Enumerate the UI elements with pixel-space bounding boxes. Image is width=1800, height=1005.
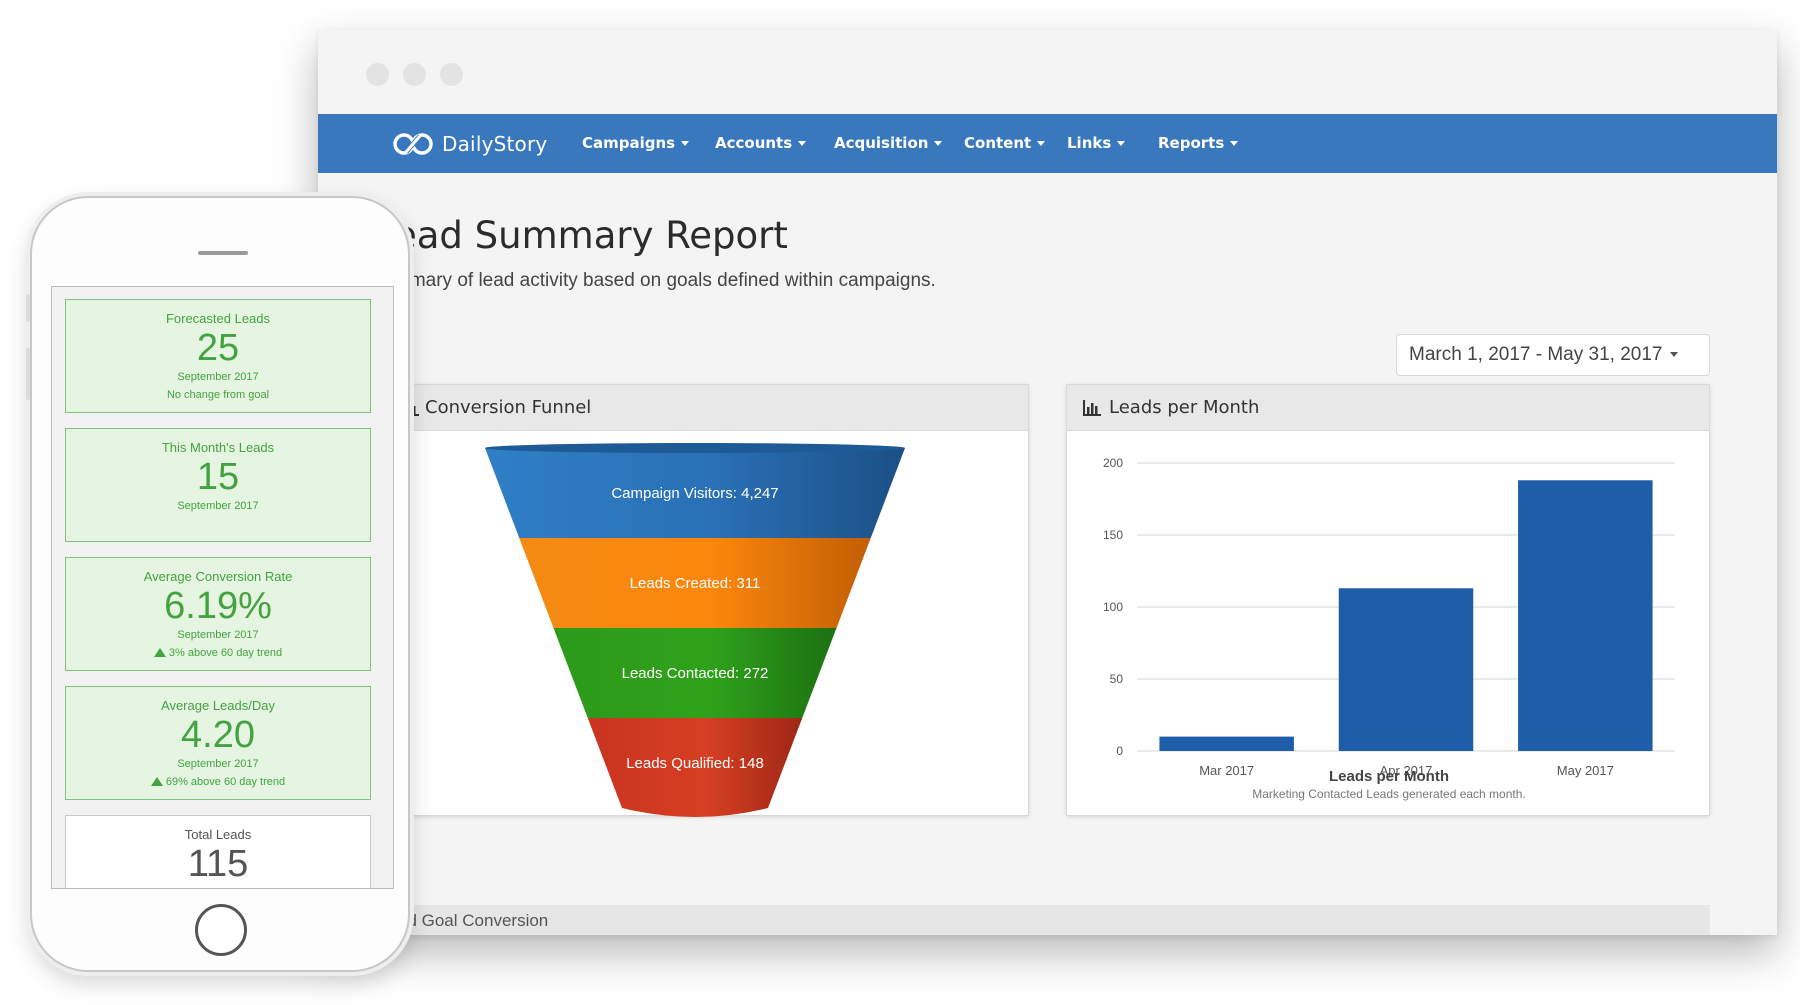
funnel-stage-label: Leads Contacted: 272 — [622, 665, 769, 682]
nav-links[interactable]: Links — [1067, 134, 1126, 152]
metric-trend-text: 69% above 60 day trend — [165, 776, 286, 788]
nav-campaigns[interactable]: Campaigns — [582, 134, 690, 152]
brand-name: DailyStory — [442, 132, 548, 156]
conversion-funnel-panel: Conversion Funnel Campaign Visitors: 4,2… — [394, 384, 1029, 817]
metric-period: September 2017 — [177, 629, 259, 641]
funnel-stage[interactable] — [587, 718, 803, 817]
nav-acquisition-label: Acquisition — [834, 134, 929, 152]
funnel-stage-label: Campaign Visitors: 4,247 — [611, 485, 778, 502]
y-tick-label: 0 — [1116, 744, 1123, 758]
nav-accounts-label: Accounts — [715, 134, 793, 152]
page-subtitle: mmary of lead activity based on goals de… — [394, 270, 936, 291]
metric-period: September 2017 — [177, 758, 259, 770]
chart-subtitle: Marketing Contacted Leads generated each… — [1252, 787, 1526, 801]
forecasted-leads-card: Forecasted Leads 25 September 2017 No ch… — [65, 299, 371, 413]
metric-label: Total Leads — [184, 827, 252, 842]
browser-window: DailyStory Campaigns Accounts Acquisitio… — [318, 30, 1777, 935]
phone-side-button — [26, 348, 30, 400]
nav-acquisition[interactable]: Acquisition — [834, 134, 943, 152]
maximize-window-dot[interactable] — [440, 63, 463, 86]
caret-down-icon — [1230, 141, 1239, 146]
funnel-stage-label: Leads Qualified: 148 — [626, 755, 764, 772]
phone-speaker — [198, 251, 248, 255]
funnel-chart: Campaign Visitors: 4,247 Leads Created: 3… — [485, 443, 905, 817]
metric-period: September 2017 — [177, 371, 259, 383]
metric-value: 15 — [196, 456, 240, 498]
caret-down-icon — [798, 141, 807, 146]
funnel-top-rim — [485, 443, 905, 453]
date-range-picker[interactable]: March 1, 2017 - May 31, 2017 — [1396, 334, 1710, 376]
average-leads-per-day-card: Average Leads/Day 4.20 September 2017 69… — [65, 686, 371, 800]
funnel-stage-label: Leads Created: 311 — [630, 575, 761, 592]
metric-label: Average Conversion Rate — [143, 569, 293, 584]
funnel-stage[interactable] — [519, 538, 871, 628]
browser-titlebar — [318, 30, 1777, 114]
phone-mockup: Forecasted Leads 25 September 2017 No ch… — [26, 196, 410, 972]
this-month-leads-card: This Month's Leads 15 September 2017 — [65, 428, 371, 542]
total-leads-card: Total Leads 115 — [65, 815, 371, 888]
bar[interactable] — [1159, 736, 1294, 751]
nav-reports-label: Reports — [1158, 134, 1225, 152]
y-tick-label: 200 — [1103, 456, 1123, 470]
caret-down-icon — [1670, 352, 1679, 358]
panel-title: Conversion Funnel — [425, 397, 592, 418]
panel-title: Leads per Month — [1109, 397, 1260, 418]
metric-value: 6.19% — [164, 585, 272, 627]
nav-links-label: Links — [1067, 134, 1112, 152]
chart-title: Leads per Month — [1329, 768, 1449, 785]
bar-chart-icon — [1083, 400, 1101, 416]
top-navbar: DailyStory Campaigns Accounts Acquisitio… — [318, 114, 1777, 173]
x-tick-label: Apr 2017 — [1380, 763, 1433, 778]
metric-label: This Month's Leads — [161, 440, 275, 455]
close-window-dot[interactable] — [366, 63, 389, 86]
date-range-value: March 1, 2017 - May 31, 2017 — [1409, 344, 1663, 365]
nav-content-label: Content — [964, 134, 1032, 152]
bar[interactable] — [1518, 480, 1653, 751]
leads-per-month-panel: Leads per Month 200 150 100 50 0 Mar 2017 Apr … — [1066, 384, 1710, 816]
y-tick-label: 50 — [1110, 672, 1124, 686]
phone-home-button[interactable] — [195, 904, 247, 956]
y-tick-label: 100 — [1103, 600, 1123, 614]
lead-goal-conversion-panel: ad Goal Conversion — [394, 905, 1710, 935]
phone-side-button — [26, 294, 30, 322]
caret-down-icon — [1037, 141, 1046, 146]
caret-down-icon — [1117, 141, 1126, 146]
panel-header: Conversion Funnel — [395, 385, 1028, 431]
metric-note: No change from goal — [166, 389, 270, 401]
nav-accounts[interactable]: Accounts — [715, 134, 807, 152]
caret-down-icon — [934, 141, 943, 146]
metric-trend: 3% above 60 day trend — [66, 647, 370, 659]
x-tick-label: Mar 2017 — [1199, 763, 1254, 778]
metric-label: Average Leads/Day — [161, 698, 275, 713]
triangle-up-icon — [150, 777, 163, 786]
panel-header: Leads per Month — [1067, 385, 1709, 431]
metric-value: 115 — [187, 843, 249, 885]
triangle-up-icon — [153, 648, 166, 657]
y-tick-label: 150 — [1103, 528, 1123, 542]
metric-trend: 69% above 60 day trend — [66, 776, 370, 788]
nav-content[interactable]: Content — [964, 134, 1046, 152]
nav-campaigns-label: Campaigns — [582, 134, 676, 152]
funnel-stage[interactable] — [553, 628, 837, 718]
metric-value: 4.20 — [181, 714, 255, 756]
panel-title: ad Goal Conversion — [398, 911, 549, 930]
x-tick-label: May 2017 — [1557, 763, 1614, 778]
bar[interactable] — [1338, 588, 1474, 751]
funnel-stage[interactable] — [485, 448, 905, 538]
infinity-logo-icon — [393, 133, 433, 155]
metric-trend-text: 3% above 60 day trend — [168, 647, 283, 659]
caret-down-icon — [681, 141, 690, 146]
average-conversion-rate-card: Average Conversion Rate 6.19% September … — [65, 557, 371, 671]
leads-bar-chart: 200 150 100 50 0 Mar 2017 Apr 2017 May 2017 Lea… — [1103, 456, 1675, 801]
metric-period: September 2017 — [177, 500, 259, 512]
metric-label: Forecasted Leads — [165, 311, 271, 326]
metric-value: 25 — [196, 327, 240, 369]
minimize-window-dot[interactable] — [403, 63, 426, 86]
brand-logo[interactable]: DailyStory — [392, 130, 547, 158]
nav-reports[interactable]: Reports — [1158, 134, 1239, 152]
phone-screen: Forecasted Leads 25 September 2017 No ch… — [51, 286, 394, 889]
page-title: ead Summary Report — [394, 214, 788, 257]
